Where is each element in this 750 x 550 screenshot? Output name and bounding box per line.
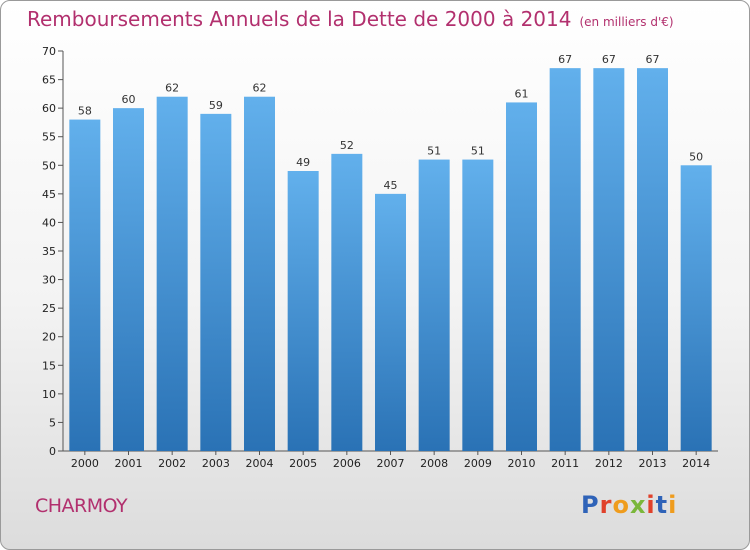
bar: [549, 68, 581, 452]
y-tick-label: 20: [42, 331, 56, 344]
y-tick-label: 45: [42, 188, 56, 201]
bar: [287, 171, 319, 451]
bar-value-label: 60: [122, 93, 136, 106]
proxiti-logo[interactable]: Proxiti: [581, 491, 677, 519]
x-tick-label: 2013: [639, 457, 667, 470]
x-tick-label: 2004: [246, 457, 274, 470]
y-tick-label: 30: [42, 274, 56, 287]
bar-value-label: 51: [427, 145, 441, 158]
unit-label: (en milliers d'€): [579, 15, 674, 29]
y-tick-label: 0: [49, 445, 56, 458]
bar: [375, 193, 406, 451]
y-tick-label: 10: [42, 388, 56, 401]
x-tick-label: 2007: [377, 457, 405, 470]
y-tick-label: 70: [42, 45, 56, 58]
bar: [418, 159, 450, 452]
bar-value-label: 62: [165, 82, 179, 95]
bar-value-label: 61: [515, 87, 529, 100]
bar: [69, 119, 101, 452]
bar-value-label: 49: [296, 156, 310, 169]
x-tick-label: 2002: [158, 457, 186, 470]
bar: [680, 165, 712, 452]
x-tick-label: 2009: [464, 457, 492, 470]
y-tick-label: 25: [42, 302, 56, 315]
bar-value-label: 51: [471, 145, 485, 158]
logo-letter: r: [599, 491, 613, 519]
bar-value-label: 50: [689, 150, 703, 163]
bar: [462, 159, 494, 452]
x-tick-label: 2008: [420, 457, 448, 470]
x-tick-label: 2014: [682, 457, 710, 470]
bar-value-label: 67: [558, 53, 572, 66]
y-tick-label: 50: [42, 159, 56, 172]
x-tick-label: 2000: [71, 457, 99, 470]
x-tick-label: 2005: [289, 457, 317, 470]
y-tick-label: 15: [42, 359, 56, 372]
y-tick-label: 35: [42, 245, 56, 258]
x-tick-label: 2011: [551, 457, 579, 470]
bar: [593, 68, 625, 452]
y-tick-label: 5: [49, 416, 56, 429]
commune-name: CHARMOY: [35, 495, 128, 517]
logo-letter: i: [668, 491, 678, 519]
bar-value-label: 58: [78, 105, 92, 118]
chart-title-text: Remboursements Annuels de la Dette de 20…: [27, 7, 572, 31]
bar: [156, 96, 188, 451]
bar-value-label: 62: [253, 82, 267, 95]
y-tick-label: 40: [42, 216, 56, 229]
logo-letter: o: [612, 491, 630, 519]
logo-letter: t: [655, 491, 669, 519]
y-tick-label: 55: [42, 131, 56, 144]
bar-value-label: 67: [602, 53, 616, 66]
y-tick-label: 60: [42, 102, 56, 115]
chart-title: Remboursements Annuels de la Dette de 20…: [27, 7, 674, 31]
bar: [244, 96, 275, 451]
x-tick-label: 2001: [115, 457, 143, 470]
bar: [331, 153, 363, 451]
bar-value-label: 45: [384, 179, 398, 192]
bar: [506, 102, 537, 451]
x-tick-label: 2010: [508, 457, 536, 470]
bar-value-label: 52: [340, 139, 354, 152]
bar: [200, 113, 232, 451]
bar: [113, 108, 144, 452]
x-tick-label: 2006: [333, 457, 361, 470]
bar-value-label: 59: [209, 99, 223, 112]
x-tick-label: 2003: [202, 457, 230, 470]
logo-letter: i: [646, 491, 656, 519]
logo-letter: P: [581, 491, 600, 519]
logo-letter: x: [629, 491, 647, 519]
x-tick-label: 2012: [595, 457, 623, 470]
y-tick-label: 65: [42, 74, 56, 87]
bar: [637, 68, 668, 452]
bar-value-label: 67: [646, 53, 660, 66]
